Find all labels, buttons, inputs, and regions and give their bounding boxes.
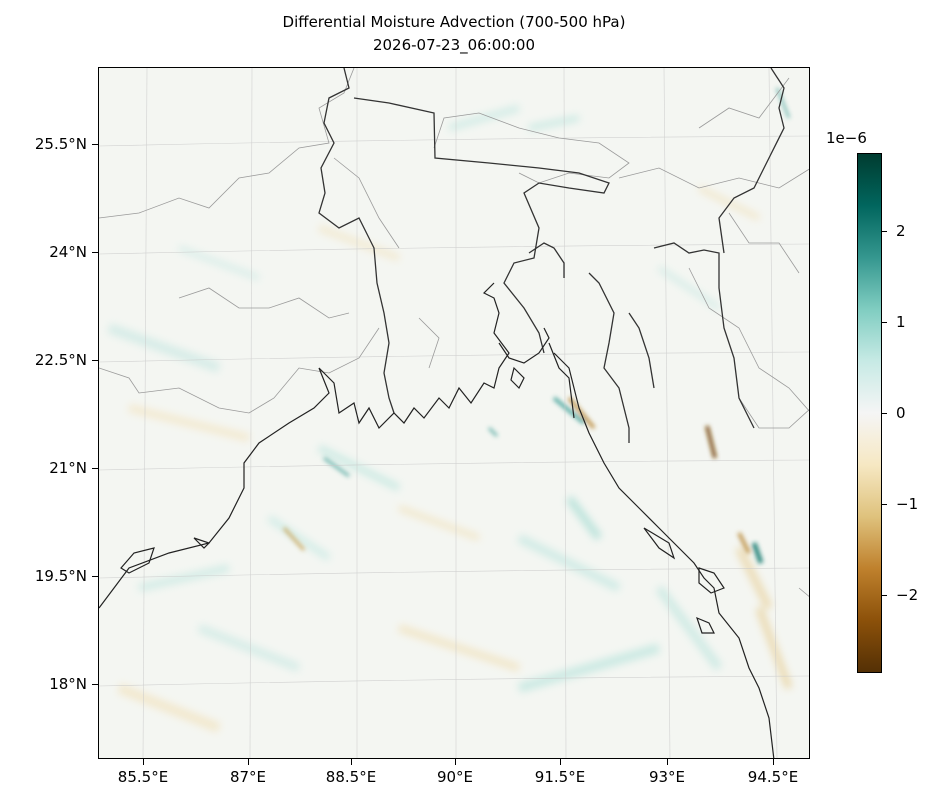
y-tick-mark (92, 684, 98, 685)
y-tick-label: 25.5°N (34, 135, 87, 153)
y-tick-mark (92, 576, 98, 577)
country-borders (318, 68, 785, 443)
y-tick-mark (92, 144, 98, 145)
field-background (99, 68, 809, 758)
colorbar-tick-mark (882, 413, 887, 414)
map-panel (98, 67, 810, 759)
map-title: Differential Moisture Advection (700-500… (282, 13, 626, 31)
y-tick-label: 19.5°N (34, 567, 87, 585)
state-borders (99, 68, 809, 597)
colorbar-tick-mark (882, 504, 887, 505)
x-tick-mark (143, 759, 144, 765)
colorbar-tick-label: 1 (896, 313, 906, 331)
map-canvas (99, 68, 809, 758)
map-timestamp: 2026-07-23_06:00:00 (372, 36, 536, 54)
x-tick-label: 91.5°E (534, 768, 586, 786)
x-tick-label: 90°E (436, 768, 474, 786)
colorbar-tick-mark (882, 231, 887, 232)
colorbar-tick-label: −1 (896, 495, 919, 513)
colorbar-tick-label: −2 (896, 586, 919, 604)
advection-hotspots (282, 87, 791, 564)
coastline (99, 282, 775, 758)
x-tick-mark (455, 759, 456, 765)
x-tick-label: 94.5°E (747, 768, 799, 786)
colorbar (857, 153, 882, 673)
colorbar-tick-mark (882, 595, 887, 596)
x-tick-mark (773, 759, 774, 765)
x-tick-label: 87°E (229, 768, 267, 786)
y-tick-label: 18°N (49, 675, 87, 693)
y-tick-label: 21°N (49, 459, 87, 477)
x-tick-mark (351, 759, 352, 765)
advection-field (107, 104, 793, 733)
y-tick-label: 24°N (49, 243, 87, 261)
colorbar-tick-label: 0 (896, 404, 906, 422)
colorbar-tick-mark (882, 322, 887, 323)
x-tick-mark (248, 759, 249, 765)
x-tick-mark (560, 759, 561, 765)
x-tick-label: 85.5°E (117, 768, 169, 786)
colorbar-exponent-label: 1e−6 (826, 129, 867, 147)
x-tick-label: 88.5°E (325, 768, 377, 786)
x-tick-label: 93°E (648, 768, 686, 786)
y-tick-mark (92, 252, 98, 253)
x-tick-mark (667, 759, 668, 765)
y-tick-label: 22.5°N (34, 351, 87, 369)
y-tick-mark (92, 360, 98, 361)
colorbar-tick-label: 2 (896, 222, 906, 240)
y-tick-mark (92, 468, 98, 469)
